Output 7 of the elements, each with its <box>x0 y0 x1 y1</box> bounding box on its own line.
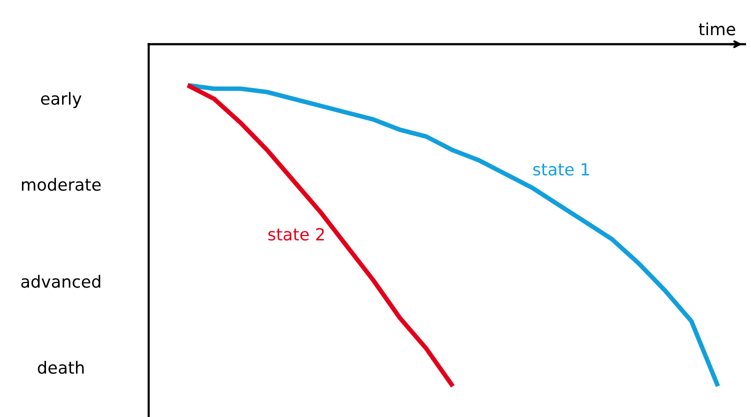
text: death <box>38 360 84 374</box>
series-label: state 2 <box>268 228 324 241</box>
text: advanced <box>21 274 100 288</box>
series-label: state 1 <box>533 163 589 176</box>
text: early <box>41 92 82 108</box>
text: moderate <box>22 178 101 191</box>
x-axis-title: time <box>698 22 736 36</box>
